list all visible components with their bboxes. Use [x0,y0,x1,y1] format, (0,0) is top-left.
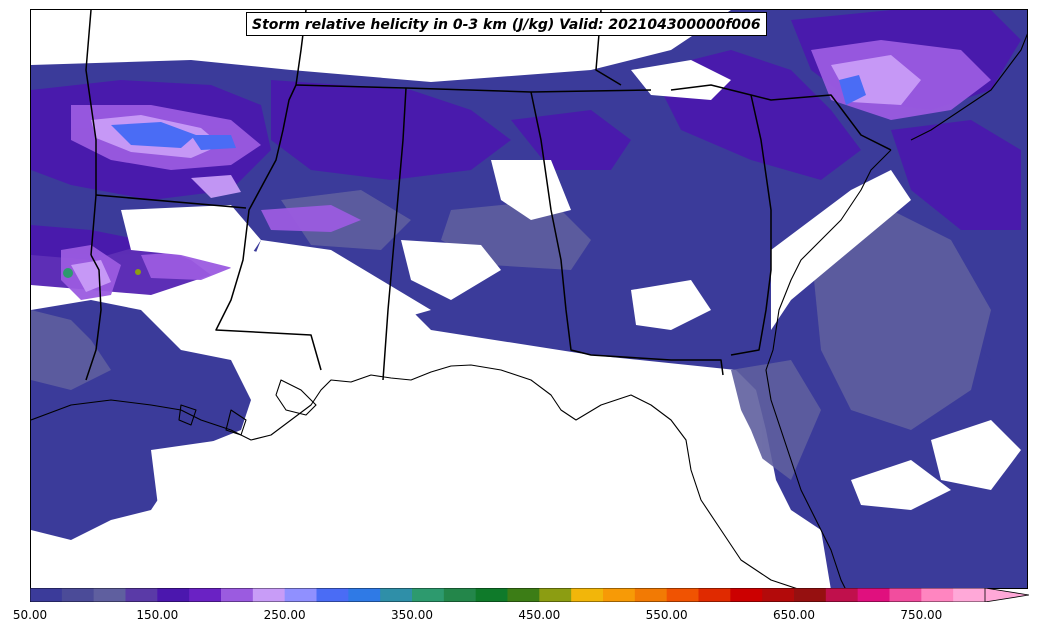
colorbar-segment [666,588,699,602]
colorbar-segment [93,588,126,602]
colorbar-segment [252,588,286,602]
colorbar-segment [825,588,859,602]
colorbar-segment [571,588,604,602]
colorbar-segment [857,588,890,602]
low-value-clearings [121,60,1021,588]
helicity-fill-green [63,268,141,278]
colorbar-tick-label: 350.00 [391,608,433,622]
colorbar-segment [698,588,731,602]
colorbar-tick-label: 50.00 [12,608,48,622]
colorbar-tick-label: 150.00 [136,608,179,622]
colorbar-tick-label: 250.00 [263,608,306,622]
colorbar-segment [412,588,445,602]
helicity-fill-blue [111,75,866,150]
colorbar-segment [348,588,381,602]
colorbar-segment [921,588,954,602]
colorbar-extend-arrow [984,588,1029,602]
colorbar-segment [125,588,158,602]
colorbar-segment [475,588,508,602]
colorbar-segment [730,588,763,602]
map-title: Storm relative helicity in 0-3 km (J/kg)… [246,12,767,36]
colorbar-segment [539,588,572,602]
colorbar-segment [61,588,95,602]
colorbar-segment [634,588,668,602]
colorbar-tick-label: 550.00 [645,608,688,622]
colorbar-segment [603,588,636,602]
colorbar-segment [380,588,413,602]
map-canvas [31,10,1027,588]
colorbar-segment [507,588,540,602]
colorbar-segment [316,588,349,602]
colorbar-segment [189,588,222,602]
coastline [31,33,1027,588]
colorbar [30,588,1029,602]
colorbar-segment [889,588,922,602]
colorbar-tick-label: 650.00 [773,608,815,622]
state-borders [85,10,892,381]
colorbar-segment [953,588,986,602]
colorbar-segment [794,588,827,602]
helicity-fill-purple [31,10,1021,295]
colorbar-segment [157,588,190,602]
colorbar-segment [221,588,254,602]
colorbar-segment [284,588,317,602]
colorbar-tick-label: 750.00 [900,608,943,622]
map-frame [30,9,1028,589]
colorbar-tick-label: 450.00 [518,608,561,622]
colorbar-segment [30,588,63,602]
colorbar-segment [762,588,795,602]
colorbar-segment [443,588,477,602]
